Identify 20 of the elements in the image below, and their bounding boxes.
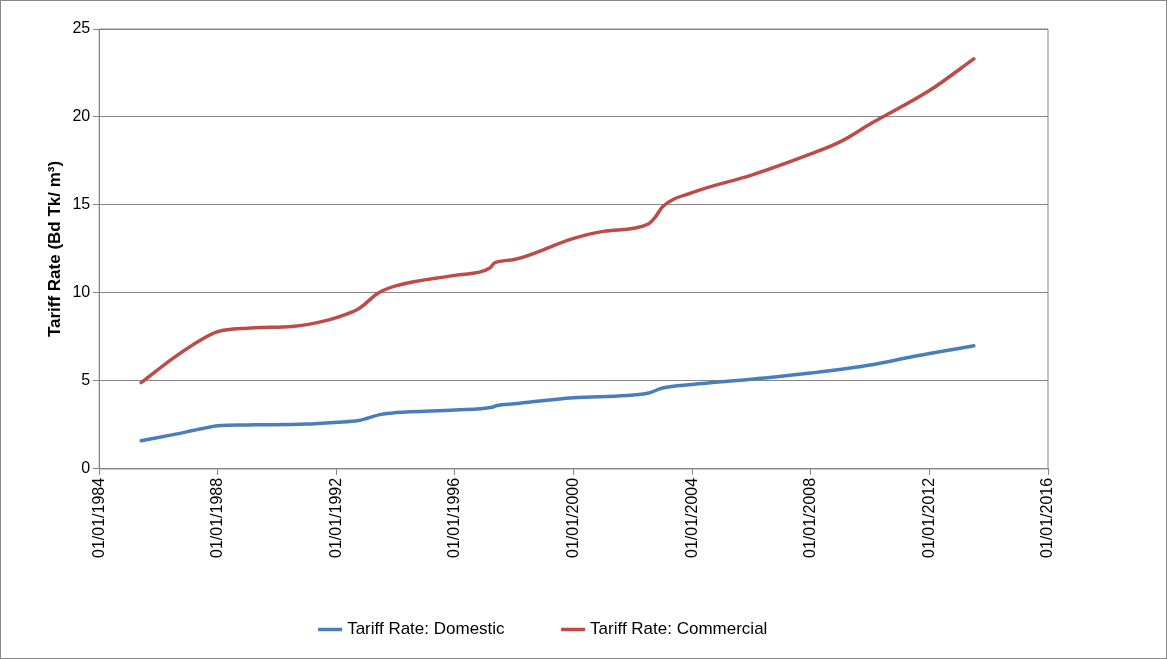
x-tick-label: 01/01/2012 <box>919 477 937 558</box>
line-series <box>139 57 976 385</box>
x-tick-label: 01/01/2016 <box>1038 477 1056 558</box>
legend-label: Tariff Rate: Commercial <box>590 619 768 639</box>
y-tick-label: 15 <box>72 195 91 213</box>
y-tick-label: 0 <box>81 459 91 477</box>
y-tick-label: 5 <box>81 371 91 389</box>
x-tick-label: 01/01/2004 <box>682 477 700 558</box>
legend-label: Tariff Rate: Domestic <box>347 619 506 639</box>
y-tick-label: 20 <box>72 107 91 125</box>
x-tick-label: 01/01/2008 <box>801 477 819 558</box>
x-tick-label: 01/01/1984 <box>89 477 107 558</box>
x-tick-label: 01/01/1996 <box>445 477 463 558</box>
y-tick-label: 10 <box>72 283 91 301</box>
line-series <box>139 343 976 443</box>
x-tick-label: 01/01/1992 <box>326 477 344 558</box>
y-tick-label: 25 <box>72 19 91 37</box>
x-tick-label: 01/01/1988 <box>208 477 226 558</box>
x-tick-label: 01/01/2000 <box>564 477 581 558</box>
y-axis-title: Tariff Rate (Bd Tk/ m³) <box>44 160 64 338</box>
